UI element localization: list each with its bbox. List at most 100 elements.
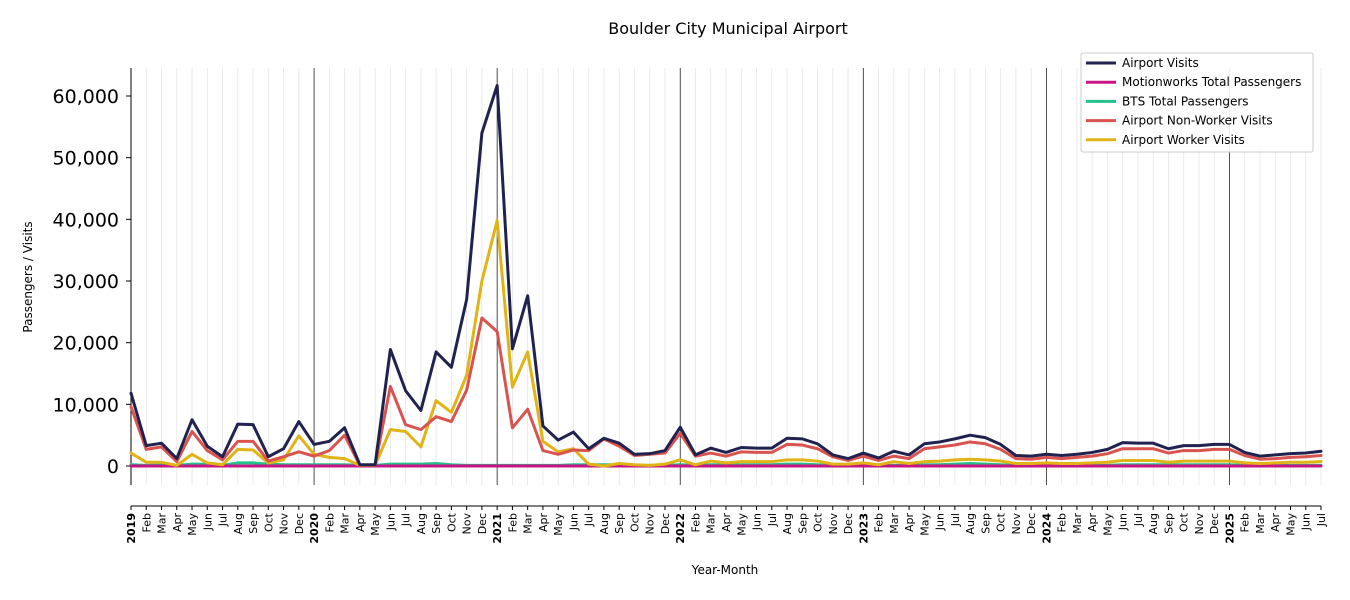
x-tick-label-month: Jun	[567, 513, 580, 531]
x-tick-label-month: Jul	[583, 513, 596, 527]
y-tick-label: 40,000	[53, 209, 119, 231]
x-tick-label-month: Apr	[1086, 513, 1099, 533]
x-tick-label-year: 2019	[125, 513, 138, 544]
x-tick-label-month: Mar	[1071, 513, 1084, 534]
x-tick-label-month: Feb	[689, 513, 702, 532]
x-tick-label-month: Oct	[995, 512, 1008, 532]
x-tick-label-month: Jul	[766, 513, 779, 527]
x-tick-label-month: May	[918, 513, 931, 536]
legend-label: BTS Total Passengers	[1122, 94, 1249, 108]
x-tick-label-month: Oct	[445, 512, 458, 532]
series-line-airport-non-worker-visits	[129, 316, 1323, 467]
x-tick-label-month: Sep	[247, 513, 260, 534]
x-tick-label-month: May	[735, 513, 748, 536]
x-tick-label-month: Oct	[628, 512, 641, 532]
y-tick-label: 50,000	[53, 148, 119, 170]
x-tick-label-month: Dec	[476, 513, 489, 534]
x-tick-label-month: Dec	[1025, 513, 1038, 534]
x-tick-label-month: Aug	[415, 513, 428, 534]
x-tick-label-month: May	[1101, 513, 1114, 536]
x-tick-label-month: Apr	[1269, 513, 1282, 533]
x-tick-label-month: Jun	[201, 513, 214, 531]
series-line-airport-visits	[129, 84, 1323, 467]
y-axis-label: Passengers / Visits	[21, 221, 35, 332]
series-lines	[129, 84, 1323, 468]
x-tick-label-month: Mar	[888, 513, 901, 534]
x-tick-label-month: Nov	[1010, 513, 1023, 535]
x-tick-label-month: Jun	[751, 513, 764, 531]
x-tick-label-month: Jul	[1132, 513, 1145, 527]
x-tick-label-month: Feb	[323, 513, 336, 532]
x-tick-label-year: 2022	[674, 513, 687, 544]
x-tick-label-year: 2025	[1223, 513, 1236, 544]
x-tick-label-month: Sep	[1162, 513, 1175, 534]
x-tick-label-month: Aug	[598, 513, 611, 534]
x-tick-label-month: Oct	[262, 512, 275, 532]
legend-label: Airport Visits	[1122, 56, 1199, 70]
x-tick-label-month: Apr	[720, 513, 733, 533]
x-tick-label-month: Nov	[1193, 513, 1206, 535]
x-tick-label-year: 2020	[308, 513, 321, 544]
x-tick-label-month: Oct	[812, 512, 825, 532]
x-tick-label-month: Dec	[293, 513, 306, 534]
x-tick-label-month: Nov	[461, 513, 474, 535]
x-tick-label-month: Feb	[506, 513, 519, 532]
legend-label: Airport Worker Visits	[1122, 133, 1245, 147]
x-tick-label-month: Dec	[659, 513, 672, 534]
x-tick-label-month: Jul	[949, 513, 962, 527]
x-tick-label-year: 2024	[1040, 513, 1053, 544]
y-tick-label: 20,000	[53, 333, 119, 355]
x-tick-label-month: Jun	[934, 513, 947, 531]
x-tick-label-month: Sep	[979, 513, 992, 534]
x-tick-label-month: Mar	[522, 513, 535, 534]
x-tick-label-month: Mar	[705, 513, 718, 534]
x-tick-label-month: May	[186, 513, 199, 536]
x-tick-label-month: Feb	[873, 513, 886, 532]
x-tick-label-month: Jun	[1300, 513, 1313, 531]
x-tick-label-month: Jul	[217, 513, 230, 527]
x-tick-label-month: Nov	[644, 513, 657, 535]
axes	[126, 68, 1322, 510]
grid-lines	[130, 68, 1322, 485]
x-tick-label-month: Feb	[1239, 513, 1252, 532]
x-tick-label-month: Nov	[827, 513, 840, 535]
x-tick-label-month: Dec	[1208, 513, 1221, 534]
x-tick-label-month: May	[369, 513, 382, 536]
x-tick-label-year: 2023	[857, 513, 870, 544]
x-tick-label-month: Mar	[339, 513, 352, 534]
y-tick-label: 10,000	[53, 394, 119, 416]
x-tick-label-month: Aug	[1147, 513, 1160, 534]
x-tick-label-month: May	[1284, 513, 1297, 536]
x-tick-label-month: Sep	[613, 513, 626, 534]
x-tick-label-month: Apr	[354, 513, 367, 533]
x-tick-label-month: Aug	[781, 513, 794, 534]
x-tick-label-month: Apr	[171, 513, 184, 533]
x-tick-label-month: Apr	[903, 513, 916, 533]
series-line-airport-worker-visits	[129, 219, 1323, 468]
x-tick-label-month: Apr	[537, 513, 550, 533]
x-axis-label: Year-Month	[691, 563, 759, 577]
x-tick-label-month: Nov	[278, 513, 291, 535]
x-tick-label-month: Feb	[140, 513, 153, 532]
x-tick-label-month: Mar	[156, 513, 169, 534]
x-tick-label-month: Feb	[1056, 513, 1069, 532]
x-tick-label-month: Dec	[842, 513, 855, 534]
x-tick-label-month: Oct	[1178, 512, 1191, 532]
chart-title: Boulder City Municipal Airport	[608, 19, 848, 38]
y-tick-label: 30,000	[53, 271, 119, 293]
x-tick-label-month: Jun	[1117, 513, 1130, 531]
x-tick-label-month: May	[552, 513, 565, 536]
x-tick-label-month: Aug	[964, 513, 977, 534]
x-tick-label-month: Jul	[400, 513, 413, 527]
tick-labels: 0 10,000 20,000 30,000 40,000 50,000 60,000 201…	[53, 86, 1328, 544]
y-tick-label: 60,000	[53, 86, 119, 108]
x-tick-label-year: 2021	[491, 513, 504, 544]
x-tick-label-month: Sep	[796, 513, 809, 534]
x-tick-label-month: Jul	[1315, 513, 1328, 527]
y-tick-label: 0	[107, 456, 119, 478]
legend: Airport Visits Motionworks Total Passenge…	[1080, 52, 1314, 153]
x-tick-label-month: Sep	[430, 513, 443, 534]
x-tick-label-month: Jun	[384, 513, 397, 531]
